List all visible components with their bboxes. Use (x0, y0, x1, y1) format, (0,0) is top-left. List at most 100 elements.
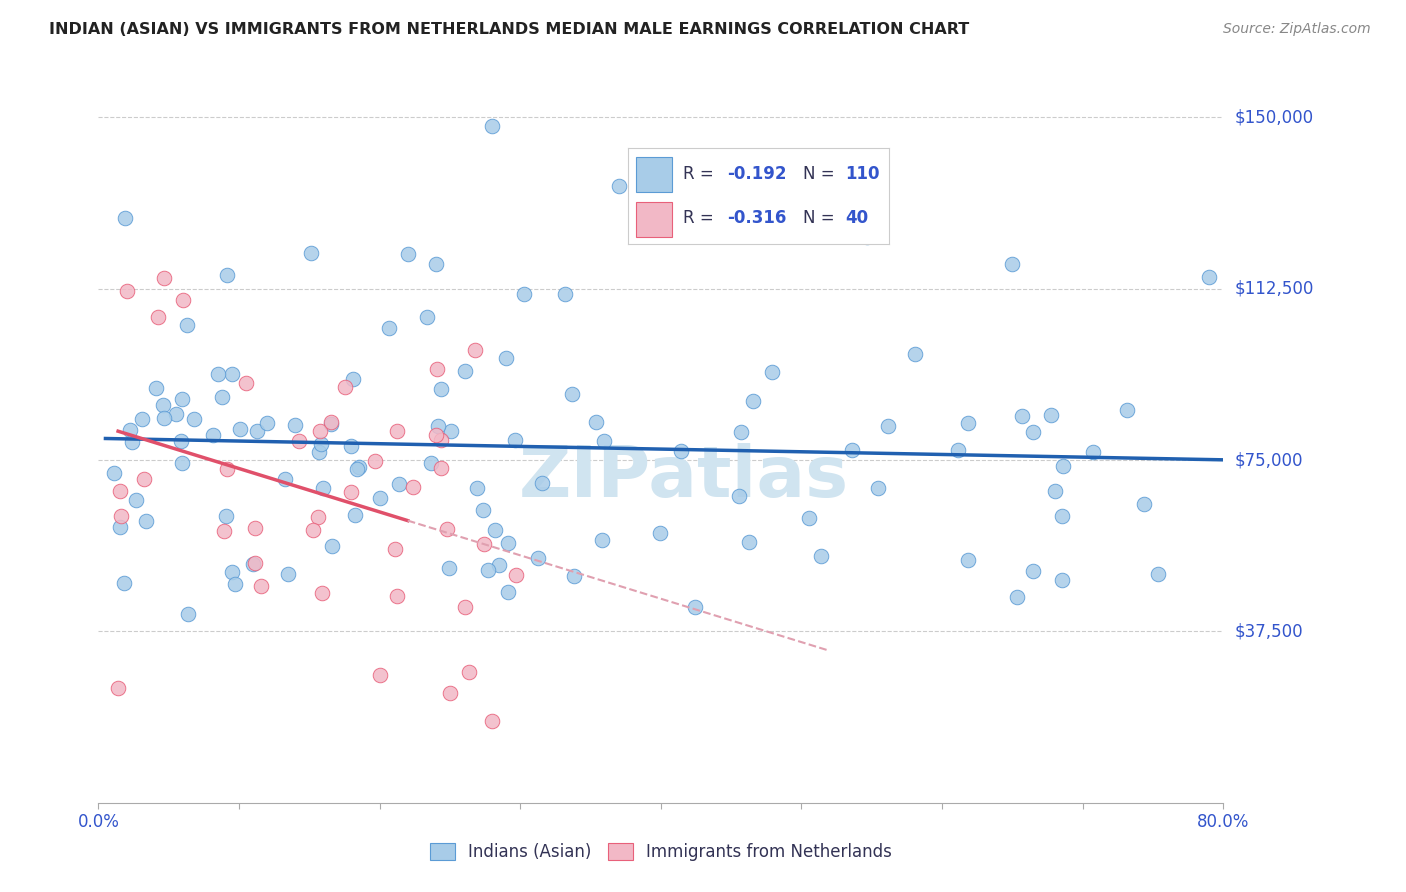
Point (309, 436, 332, 450)
Text: 40: 40 (845, 210, 868, 227)
Point (335, 380, 357, 394)
Point (738, 535, 761, 549)
Text: $75,000: $75,000 (1234, 451, 1303, 469)
Point (347, 459, 370, 474)
Point (246, 424, 269, 438)
Text: R =: R = (683, 165, 718, 183)
Point (235, 376, 257, 391)
Point (495, 351, 517, 365)
Point (368, 668, 391, 682)
Point (685, 600, 707, 615)
Point (396, 247, 419, 261)
Point (176, 318, 198, 332)
Point (256, 417, 278, 431)
Text: $112,500: $112,500 (1234, 280, 1313, 298)
Point (593, 434, 616, 449)
Point (221, 565, 243, 579)
Point (134, 472, 156, 486)
Point (727, 489, 749, 503)
Point (1052, 573, 1074, 587)
Point (217, 461, 239, 475)
Point (229, 422, 252, 436)
Point (243, 521, 266, 535)
Text: ZIPatlas: ZIPatlas (519, 442, 848, 511)
Point (172, 392, 194, 407)
Point (110, 483, 132, 498)
Point (481, 714, 503, 728)
Point (488, 558, 510, 572)
Point (607, 178, 630, 193)
Point (131, 412, 153, 426)
Point (307, 510, 329, 524)
Point (841, 442, 863, 457)
Point (1050, 509, 1073, 524)
Point (224, 577, 246, 591)
Point (427, 418, 450, 433)
Text: 110: 110 (845, 165, 880, 183)
Point (1198, 270, 1220, 285)
Point (554, 286, 576, 301)
Point (513, 287, 536, 301)
Point (669, 444, 692, 458)
Point (531, 475, 554, 490)
Point (125, 493, 148, 508)
Point (177, 607, 200, 622)
Point (465, 481, 488, 495)
Point (484, 523, 506, 537)
Text: R =: R = (683, 210, 718, 227)
Point (250, 579, 273, 593)
Point (214, 524, 236, 539)
Point (211, 390, 233, 404)
Point (472, 536, 495, 550)
Point (585, 416, 607, 430)
Point (856, 230, 879, 244)
Point (439, 686, 461, 700)
Point (503, 434, 526, 448)
Point (215, 509, 238, 524)
Point (378, 321, 401, 335)
Point (121, 435, 143, 450)
Point (309, 424, 332, 438)
Text: Source: ZipAtlas.com: Source: ZipAtlas.com (1223, 22, 1371, 37)
Point (425, 427, 447, 442)
Point (1052, 459, 1074, 474)
Point (591, 533, 613, 547)
Point (342, 372, 364, 386)
Point (810, 549, 832, 563)
Text: N =: N = (803, 165, 839, 183)
Point (458, 665, 481, 680)
Point (284, 418, 307, 433)
Point (277, 566, 299, 581)
Text: $37,500: $37,500 (1234, 623, 1303, 640)
Point (561, 386, 583, 401)
Point (648, 526, 671, 541)
Point (1022, 425, 1045, 439)
Point (876, 419, 898, 434)
Point (505, 568, 527, 582)
Legend: Indians (Asian), Immigrants from Netherlands: Indians (Asian), Immigrants from Netherl… (429, 843, 893, 861)
Point (454, 364, 477, 378)
Point (364, 454, 387, 468)
Point (340, 439, 363, 453)
Point (866, 482, 889, 496)
Point (388, 476, 411, 491)
Point (420, 456, 443, 470)
Point (416, 310, 439, 324)
Point (172, 293, 194, 307)
Point (1147, 567, 1170, 582)
Point (153, 411, 176, 425)
Point (385, 424, 408, 438)
Text: $150,000: $150,000 (1234, 108, 1313, 127)
Point (312, 481, 335, 495)
Point (207, 367, 229, 381)
Point (339, 485, 361, 500)
Point (243, 557, 266, 571)
Point (108, 520, 131, 534)
Point (496, 585, 519, 599)
Point (302, 523, 325, 537)
Point (321, 539, 343, 553)
Point (464, 343, 486, 357)
Point (527, 551, 550, 566)
Point (118, 423, 141, 437)
Point (103, 466, 125, 480)
